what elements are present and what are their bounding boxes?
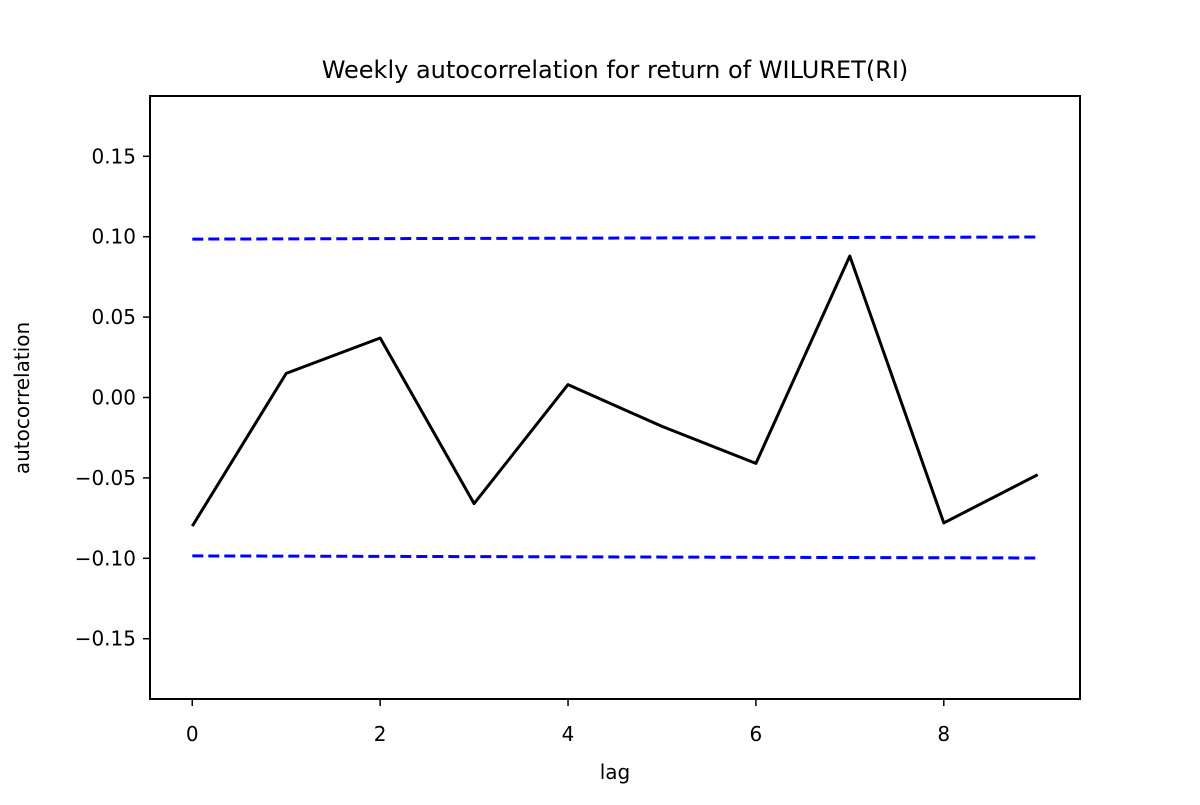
x-tick-label: 4 bbox=[562, 722, 575, 746]
autocorrelation-line bbox=[191, 254, 1039, 527]
x-tick-label: 8 bbox=[937, 722, 950, 746]
y-axis: −0.15 −0.10 −0.05 0.00 0.05 0.10 0.15 bbox=[75, 144, 150, 651]
y-tick-label: 0.00 bbox=[91, 386, 136, 410]
y-tick-label: −0.10 bbox=[75, 546, 136, 570]
y-axis-label: autocorrelation bbox=[10, 322, 34, 474]
x-tick-label: 2 bbox=[374, 722, 387, 746]
y-tick-label: 0.10 bbox=[91, 225, 136, 249]
x-tick-label: 6 bbox=[750, 722, 763, 746]
x-axis-label: lag bbox=[600, 760, 631, 784]
y-tick-label: 0.15 bbox=[91, 144, 136, 168]
confidence-bound-line-2 bbox=[192, 554, 1038, 560]
confidence-bound-line-1 bbox=[192, 235, 1038, 241]
y-tick-label: 0.05 bbox=[91, 305, 136, 329]
series-layer bbox=[191, 235, 1039, 560]
y-tick-label: −0.15 bbox=[75, 627, 136, 651]
x-tick-label: 0 bbox=[186, 722, 199, 746]
chart-title: Weekly autocorrelation for return of WIL… bbox=[322, 56, 909, 84]
y-tick-label: −0.05 bbox=[75, 466, 136, 490]
x-axis: 0 2 4 6 8 bbox=[186, 699, 950, 746]
